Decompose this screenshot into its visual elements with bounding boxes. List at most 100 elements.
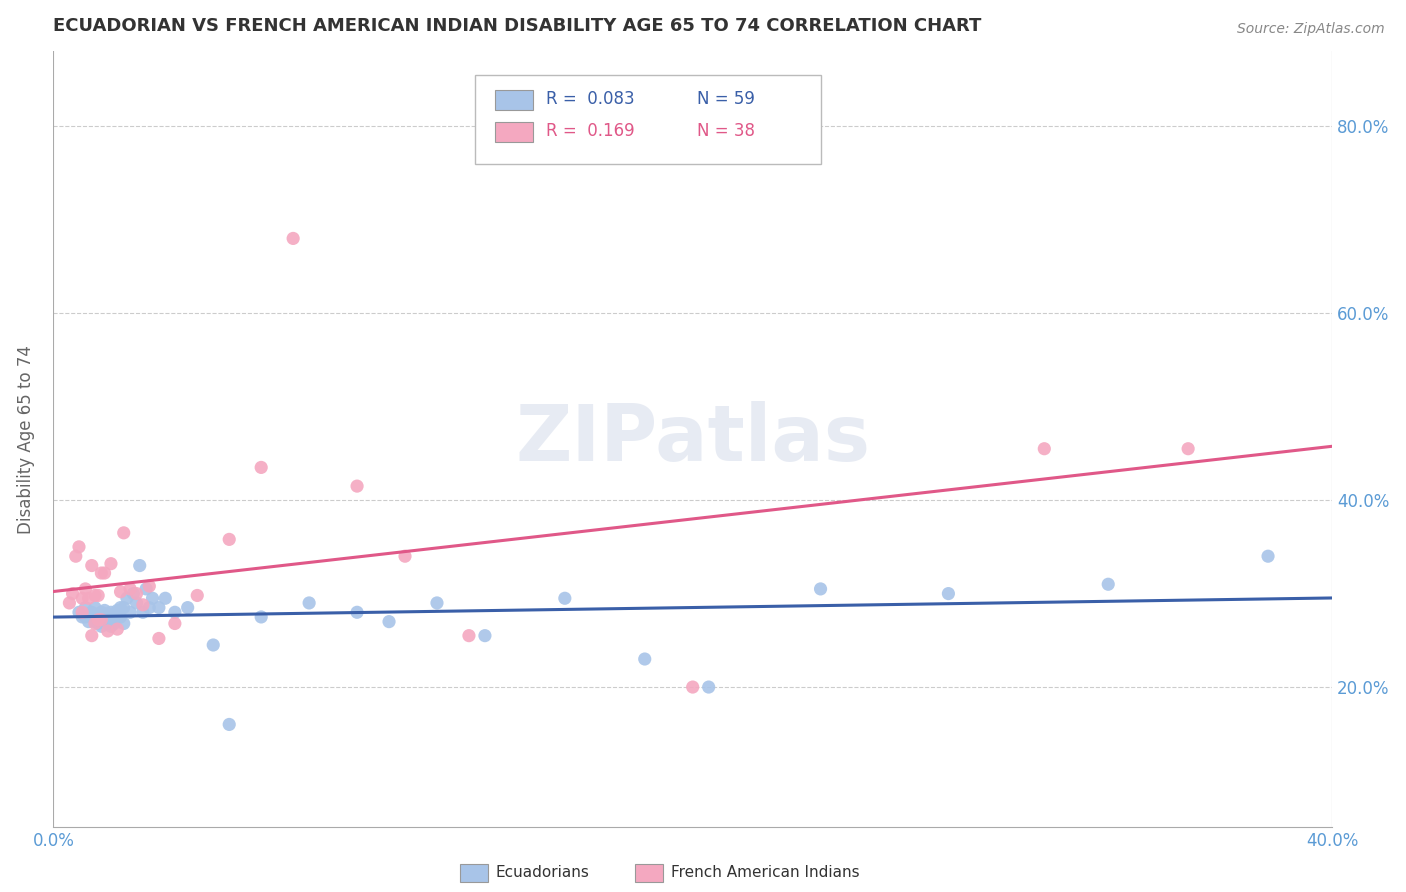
- Point: [90, 605, 112, 619]
- Point: [87, 616, 110, 631]
- Point: [682, 680, 704, 694]
- Point: [1033, 442, 1056, 456]
- FancyBboxPatch shape: [636, 864, 664, 881]
- Point: [90, 619, 112, 633]
- Point: [70, 605, 93, 619]
- Point: [87, 589, 110, 603]
- Point: [554, 591, 576, 606]
- Point: [1177, 442, 1199, 456]
- Point: [112, 616, 135, 631]
- Text: ZIPatlas: ZIPatlas: [515, 401, 870, 477]
- Point: [77, 615, 100, 629]
- Point: [87, 607, 110, 622]
- Point: [938, 586, 960, 600]
- Point: [90, 613, 112, 627]
- Point: [75, 582, 97, 596]
- Point: [100, 557, 122, 571]
- Point: [105, 622, 128, 636]
- Point: [80, 605, 103, 619]
- Point: [281, 231, 304, 245]
- Point: [810, 582, 832, 596]
- Text: French American Indians: French American Indians: [671, 864, 859, 880]
- Point: [132, 605, 155, 619]
- Text: R =  0.169: R = 0.169: [546, 122, 634, 140]
- Point: [100, 613, 122, 627]
- Point: [218, 533, 240, 547]
- Point: [125, 596, 148, 610]
- Point: [148, 632, 170, 646]
- Point: [138, 579, 160, 593]
- Text: N = 59: N = 59: [696, 90, 755, 108]
- Point: [135, 582, 157, 596]
- Point: [93, 603, 115, 617]
- Point: [112, 525, 135, 540]
- Point: [346, 479, 368, 493]
- Text: N = 38: N = 38: [696, 122, 755, 140]
- Point: [65, 549, 87, 564]
- Point: [84, 615, 107, 629]
- Text: Source: ZipAtlas.com: Source: ZipAtlas.com: [1237, 22, 1385, 37]
- Point: [87, 613, 110, 627]
- Point: [125, 586, 148, 600]
- Point: [122, 586, 145, 600]
- Point: [84, 600, 107, 615]
- Point: [75, 610, 97, 624]
- Point: [77, 591, 100, 606]
- Text: Ecuadorians: Ecuadorians: [496, 864, 589, 880]
- Point: [93, 615, 115, 629]
- Point: [67, 605, 90, 619]
- Point: [58, 596, 80, 610]
- Point: [115, 591, 138, 606]
- Point: [70, 591, 93, 606]
- Point: [90, 613, 112, 627]
- Point: [250, 460, 273, 475]
- Point: [97, 616, 120, 631]
- Point: [97, 624, 120, 638]
- Point: [70, 610, 93, 624]
- Point: [394, 549, 416, 564]
- Point: [120, 582, 142, 596]
- Point: [141, 591, 163, 606]
- Point: [84, 616, 107, 631]
- Point: [100, 605, 122, 619]
- Point: [298, 596, 321, 610]
- Point: [105, 610, 128, 624]
- Point: [120, 605, 142, 619]
- Point: [62, 586, 84, 600]
- FancyBboxPatch shape: [460, 864, 488, 881]
- FancyBboxPatch shape: [495, 89, 533, 110]
- Point: [186, 589, 208, 603]
- Point: [474, 629, 496, 643]
- Point: [80, 558, 103, 573]
- Point: [110, 584, 132, 599]
- Point: [103, 616, 125, 631]
- Point: [163, 605, 186, 619]
- Point: [110, 600, 132, 615]
- Point: [75, 600, 97, 615]
- Point: [250, 610, 273, 624]
- Point: [90, 566, 112, 580]
- Y-axis label: Disability Age 65 to 74: Disability Age 65 to 74: [17, 345, 35, 533]
- Point: [138, 600, 160, 615]
- Point: [155, 591, 177, 606]
- Point: [84, 589, 107, 603]
- Point: [218, 717, 240, 731]
- Point: [84, 610, 107, 624]
- Point: [103, 607, 125, 622]
- Text: R =  0.083: R = 0.083: [546, 90, 634, 108]
- Point: [426, 596, 449, 610]
- Point: [80, 610, 103, 624]
- Point: [67, 540, 90, 554]
- Point: [93, 566, 115, 580]
- Point: [458, 629, 481, 643]
- Point: [697, 680, 720, 694]
- Point: [1257, 549, 1279, 564]
- Point: [132, 598, 155, 612]
- Point: [202, 638, 225, 652]
- Point: [176, 600, 198, 615]
- Point: [148, 600, 170, 615]
- Text: ECUADORIAN VS FRENCH AMERICAN INDIAN DISABILITY AGE 65 TO 74 CORRELATION CHART: ECUADORIAN VS FRENCH AMERICAN INDIAN DIS…: [53, 17, 981, 35]
- Point: [97, 607, 120, 622]
- Point: [346, 605, 368, 619]
- Point: [100, 619, 122, 633]
